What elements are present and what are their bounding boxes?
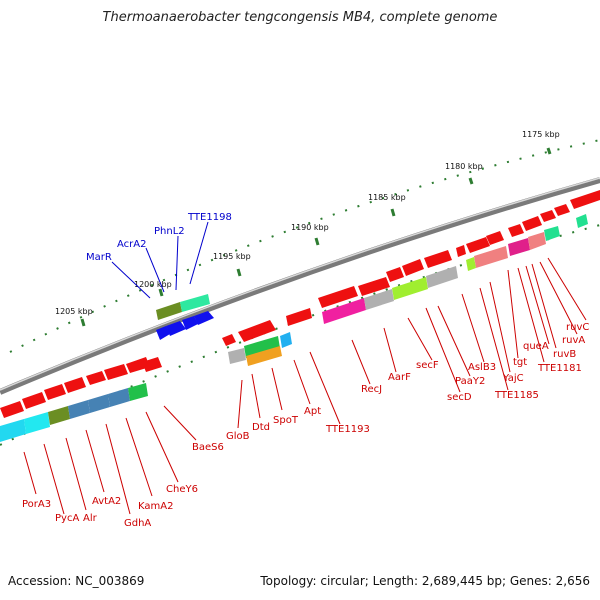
major-ticks (80, 147, 552, 327)
gene-label: ruvA (562, 335, 585, 346)
gene-label: GdhA (124, 518, 151, 529)
red-leader-lines (23, 257, 587, 515)
gene-label: TTE1181 (537, 363, 582, 374)
gene-label: PhnL2 (154, 226, 185, 237)
gene-label: BaeS6 (192, 442, 224, 453)
gene-label: ruvB (553, 349, 576, 360)
kbp-label: 1180 kbp (445, 162, 483, 171)
gene-label: secF (416, 360, 439, 371)
blue-leader-lines (111, 221, 209, 299)
genome-backbone (0, 177, 600, 395)
gene-label: RecJ (361, 384, 382, 395)
gene-label: Alr (83, 513, 98, 524)
gene-cluster-left (0, 357, 162, 442)
gene-label: PaaY2 (455, 376, 485, 387)
gene-label: queA (523, 341, 549, 352)
kbp-label: 1205 kbp (55, 307, 93, 316)
gene-label: PycA (55, 513, 79, 524)
kbp-label: 1175 kbp (522, 130, 560, 139)
gene-label: AslB3 (468, 362, 496, 373)
kbp-labels: 1175 kbp 1180 kbp 1185 kbp 1190 kbp 1195… (55, 130, 560, 316)
gene-label: TTE1193 (325, 424, 370, 435)
gene-label: AcrA2 (117, 239, 146, 250)
gene-label: TTE1198 (187, 212, 232, 223)
gene-label: YajC (502, 373, 524, 384)
gene-label: tgt (513, 357, 527, 368)
gene-cluster-blue (156, 294, 214, 340)
gene-label: CheY6 (166, 484, 198, 495)
gene-cluster-right (318, 190, 600, 324)
gene-label: KamA2 (138, 501, 173, 512)
gene-label: SpoT (273, 415, 299, 426)
gene-label: PorA3 (22, 499, 51, 510)
kbp-label: 1185 kbp (368, 193, 406, 202)
gene-label: TTE1185 (494, 390, 539, 401)
gene-label: AarF (388, 372, 411, 383)
gene-label: MarR (86, 252, 112, 263)
gene-label: ruvC (566, 322, 589, 333)
kbp-label: 1190 kbp (291, 223, 329, 232)
map-title: Thermoanaerobacter tengcongensis MB4, co… (102, 10, 498, 25)
gene-label: Apt (304, 406, 321, 417)
outer-tick-arc (9, 139, 600, 353)
kbp-label: 1195 kbp (213, 252, 251, 261)
topology-text: Topology: circular; Length: 2,689,445 bp… (260, 574, 590, 588)
accession-text: Accession: NC_003869 (8, 574, 145, 588)
gene-label: Dtd (252, 422, 270, 433)
kbp-label: 1200 kbp (134, 280, 172, 289)
gene-cluster-mid (222, 308, 312, 366)
gene-label: AvtA2 (92, 496, 121, 507)
gene-label: GloB (226, 431, 250, 442)
gene-label: secD (447, 392, 472, 403)
